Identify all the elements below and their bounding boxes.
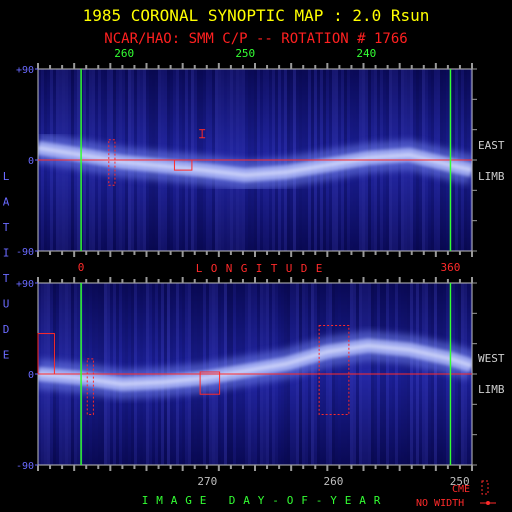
cme-box bbox=[86, 358, 94, 415]
x-axis-label-letter: A bbox=[243, 494, 250, 507]
y-tick-label: -90 bbox=[16, 461, 34, 472]
x-axis-label-letter: E bbox=[345, 494, 352, 507]
x-axis-label-letter: D bbox=[229, 494, 236, 507]
x-axis-label-letter: - bbox=[316, 494, 323, 507]
y-tick-label: 0 bbox=[28, 370, 34, 381]
x-axis-label-letter: O bbox=[211, 262, 218, 275]
latitude-letter: T bbox=[3, 221, 10, 234]
cme-box bbox=[37, 333, 55, 375]
latitude-letter: E bbox=[3, 349, 10, 362]
x-axis-label-letter: A bbox=[171, 494, 178, 507]
legend-cme-box bbox=[481, 480, 489, 495]
legend-cme-label: CME bbox=[452, 484, 470, 495]
x-axis-label-letter: M bbox=[156, 494, 163, 507]
frame-ticks bbox=[37, 277, 477, 471]
x-axis-label-letter: Y bbox=[258, 494, 265, 507]
chart-title: 1985 CORONAL SYNOPTIC MAP : 2.0 Rsun bbox=[83, 6, 430, 25]
legend-no-width-label: NO WIDTH bbox=[416, 498, 464, 509]
x-axis-label-letter: G bbox=[241, 262, 248, 275]
east-limb-label-line2: LIMB bbox=[478, 170, 505, 183]
west-limb-label-line2: LIMB bbox=[478, 383, 505, 396]
chart-subtitle: NCAR/HAO: SMM C/P -- ROTATION # 1766 bbox=[104, 31, 407, 47]
x-axis-label-letter: O bbox=[287, 494, 294, 507]
streamer-belt bbox=[38, 330, 472, 400]
x-tick-label-bottom: 270 bbox=[197, 475, 217, 488]
x-axis-label-letter: I bbox=[256, 262, 263, 275]
x-axis-label-letter: - bbox=[272, 494, 279, 507]
x-axis-label-letter: T bbox=[271, 262, 278, 275]
latitude-letter: I bbox=[3, 247, 10, 260]
x-tick-label-top: 250 bbox=[235, 47, 255, 60]
streamer-belt bbox=[38, 133, 472, 191]
cme-box bbox=[318, 324, 350, 415]
x-tick-label-top: 240 bbox=[356, 47, 376, 60]
x-axis-label-letter: D bbox=[301, 262, 308, 275]
latitude-letter: L bbox=[3, 170, 10, 183]
y-tick-label: +90 bbox=[16, 65, 34, 76]
y-tick-label: -90 bbox=[16, 247, 34, 258]
x-axis-label-letter: E bbox=[316, 262, 323, 275]
latitude-letter: T bbox=[3, 272, 10, 285]
x-tick-label-bottom: 0 bbox=[78, 261, 85, 274]
cme-box bbox=[173, 159, 193, 171]
x-axis-label-letter: I bbox=[142, 494, 149, 507]
x-axis-label-letter: R bbox=[374, 494, 381, 507]
west-limb-label-line1: WEST bbox=[478, 352, 505, 365]
x-axis-label-letter: F bbox=[301, 494, 308, 507]
x-axis-label-letter: L bbox=[196, 262, 203, 275]
x-axis-label-letter: A bbox=[359, 494, 366, 507]
y-tick-label: +90 bbox=[16, 279, 34, 290]
latitude-letter: U bbox=[3, 298, 10, 311]
x-axis-label-letter: G bbox=[185, 494, 192, 507]
x-axis-label-letter: Y bbox=[330, 494, 337, 507]
latitude-letter: A bbox=[3, 196, 10, 209]
streamer-highlight bbox=[38, 343, 472, 387]
x-axis-label-letter: E bbox=[200, 494, 207, 507]
x-tick-label-bottom: 250 bbox=[450, 475, 470, 488]
x-tick-label-bottom: 360 bbox=[441, 261, 461, 274]
cme-box bbox=[199, 371, 221, 395]
streamer-highlight bbox=[38, 145, 472, 178]
east-limb-label-line1: EAST bbox=[478, 139, 505, 152]
x-tick-label-top: 260 bbox=[114, 47, 134, 60]
x-axis-label-letter: N bbox=[226, 262, 233, 275]
latitude-letter: D bbox=[3, 323, 10, 336]
legend-no-width-dot bbox=[486, 501, 490, 505]
no-width-marker bbox=[199, 129, 206, 139]
y-tick-label: 0 bbox=[28, 156, 34, 167]
x-axis-label-letter: U bbox=[286, 262, 293, 275]
frame-ticks bbox=[37, 63, 477, 257]
cme-box bbox=[108, 139, 116, 186]
x-tick-label-bottom: 260 bbox=[324, 475, 344, 488]
east-limb-panel: +90 0 -90 260 250 240 0 360 L O N G I T U D E bbox=[16, 47, 477, 275]
legend: CME NO WIDTH bbox=[416, 480, 496, 509]
